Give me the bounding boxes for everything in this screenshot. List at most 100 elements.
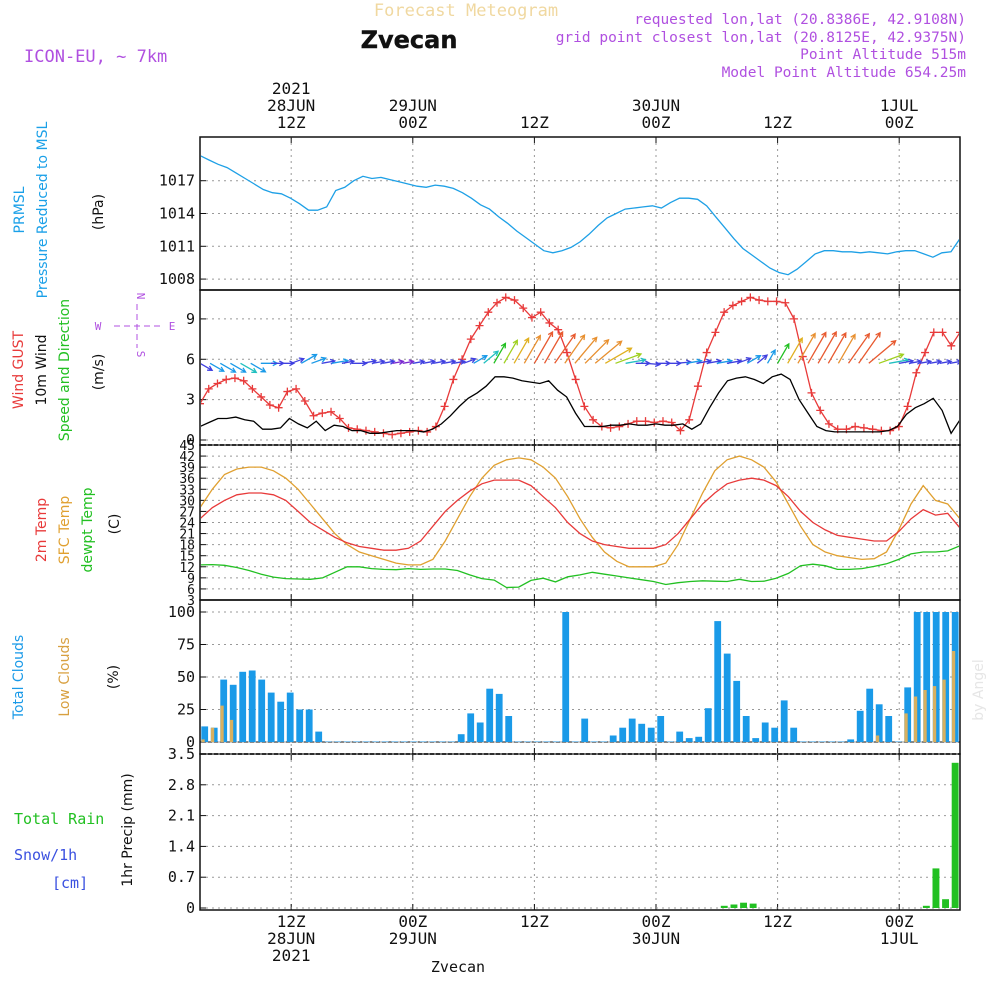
total-clouds-bar — [809, 741, 817, 742]
wind-arrow — [807, 331, 827, 364]
total-clouds-bar — [894, 741, 902, 742]
low-clouds-bar — [913, 696, 918, 742]
precipitation-panel: 0 0.7 1.4 2.1 2.8 3.5 — [168, 745, 961, 917]
wind-arrow — [209, 362, 225, 372]
pressure-label-prmsl: PRMSL — [12, 186, 28, 233]
wind-gust-marker — [693, 382, 702, 391]
wind-frame — [199, 289, 961, 446]
temperature-ytick-label: 42 — [179, 450, 195, 465]
wind-label-10m: 10m Wind — [34, 334, 50, 405]
total-rain-bar — [720, 905, 728, 908]
total-clouds-bar — [609, 735, 617, 742]
wind-gust-marker — [903, 402, 912, 411]
wind-arrow — [909, 358, 923, 365]
total-clouds-bar — [410, 741, 418, 742]
total-clouds-bar — [229, 684, 237, 742]
clouds-ytick-label: 100 — [168, 603, 195, 621]
footer-location: Zvecan — [431, 958, 485, 976]
total-clouds-bar — [239, 671, 247, 742]
total-clouds-bar — [695, 736, 703, 742]
wind-gust-marker — [222, 375, 231, 384]
precip-label-cm: [cm] — [52, 874, 88, 892]
total-clouds-bar — [343, 741, 351, 742]
total-clouds-bar — [771, 727, 779, 742]
wind-unit: (m/s) — [91, 354, 107, 391]
total-clouds-bar — [790, 727, 798, 742]
wind-gust-marker — [300, 396, 309, 405]
low-clouds-bar — [932, 686, 937, 742]
location-title: Zvecan — [361, 26, 458, 54]
wind-arrow — [311, 356, 327, 364]
wind-arrow — [797, 332, 816, 364]
temp-unit: (C) — [107, 514, 123, 535]
low-clouds-bar — [875, 735, 880, 742]
wind-arrow — [483, 350, 500, 364]
wind-gust-line — [201, 296, 959, 436]
total-clouds-bar — [201, 726, 209, 742]
top-tick-label: 12Z — [763, 113, 792, 132]
wind-labels: Wind GUST 10m Wind Speed and Direction (… — [11, 293, 175, 442]
total-clouds-bar — [524, 741, 532, 742]
total-clouds-bar — [476, 722, 484, 742]
total-clouds-bar — [723, 653, 731, 742]
wind-arrow — [847, 332, 871, 364]
low-clouds-bar — [904, 713, 908, 742]
wind-label-speed-dir: Speed and Direction — [57, 299, 73, 441]
bottom-tick-label: 12Z — [520, 912, 549, 931]
wind-gust-marker — [807, 388, 816, 397]
sfc-temp-line — [201, 455, 959, 568]
precipitation-ytick-label: 2.1 — [168, 807, 195, 825]
total-clouds-bar — [581, 718, 589, 742]
total-clouds-bar — [486, 688, 494, 742]
total-clouds-bar — [866, 688, 874, 742]
total-clouds-bar — [685, 738, 693, 742]
wind-arrow — [919, 359, 933, 365]
wind-gust-marker — [755, 296, 764, 305]
wind-arrow — [543, 330, 564, 364]
clouds-panel: 0 25 50 75 100 — [168, 599, 961, 755]
total-clouds-bar — [752, 738, 760, 742]
wind-arrow — [736, 356, 753, 364]
wind-arrow — [443, 358, 457, 365]
precip-labels: Total Rain Snow/1h [cm] 1hr Precip (mm) — [14, 773, 136, 892]
total-clouds-bar — [353, 741, 361, 742]
wind-gust-marker — [702, 348, 711, 357]
temperature-ytick-label: 18 — [179, 539, 195, 554]
total-clouds-bar — [552, 741, 560, 742]
pressure-label-msl: Pressure Reduced to MSL — [35, 121, 51, 298]
cloud-label-low: Low Clouds — [57, 637, 73, 716]
total-clouds-bar — [400, 741, 408, 742]
wind-gust-marker — [938, 328, 947, 337]
wind-arrow — [604, 347, 633, 364]
temperature-plot-area — [201, 455, 959, 589]
wind-gust-marker — [685, 415, 694, 424]
bottom-tick-label: 00Z — [398, 912, 427, 931]
wind-gust-marker — [213, 379, 222, 388]
wind-arrow — [594, 340, 623, 364]
total-clouds-bar — [296, 709, 304, 742]
wind-plot-area — [201, 293, 959, 439]
low-clouds-bar — [220, 705, 224, 742]
total-clouds-bar — [676, 731, 684, 742]
wind-arrow — [402, 359, 415, 366]
wind-arrow — [382, 358, 396, 365]
bottom-tick-label: 2021 — [272, 946, 311, 965]
total-clouds-bar — [913, 612, 921, 742]
wind-gust-marker — [327, 407, 336, 416]
top-tick-label: 2021 — [272, 79, 311, 98]
total-rain-bar — [942, 899, 949, 908]
wind-gust-marker — [388, 430, 397, 439]
total-clouds-bar — [438, 741, 446, 742]
wind-ytick-label: 6 — [186, 350, 195, 368]
wind-arrow — [837, 333, 856, 364]
wind-arrow — [878, 353, 905, 364]
wind-gust-marker — [449, 375, 458, 384]
total-rain-bar — [730, 904, 738, 908]
clouds-ytick-label: 0 — [186, 733, 195, 751]
wind-arrow — [493, 342, 507, 364]
wind-gust-marker — [658, 417, 667, 426]
temperature-labels: 2m Temp SFC Temp dewpt Temp (C) — [34, 487, 123, 572]
wind-gust-marker — [554, 325, 563, 334]
